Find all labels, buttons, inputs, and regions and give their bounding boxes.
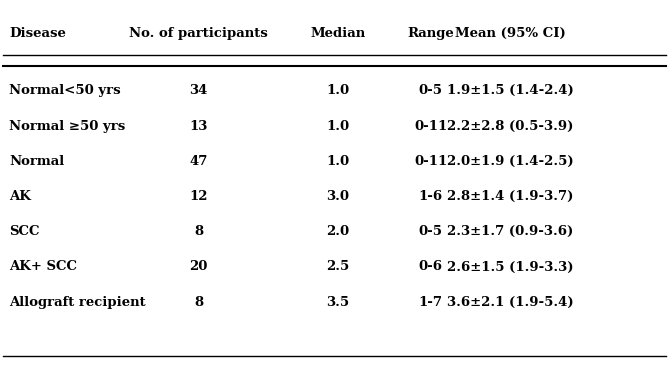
Text: No. of participants: No. of participants	[129, 27, 268, 40]
Text: 1-6: 1-6	[419, 190, 443, 203]
Text: 1-7: 1-7	[419, 296, 443, 309]
Text: 1.9±1.5 (1.4-2.4): 1.9±1.5 (1.4-2.4)	[447, 84, 574, 97]
Text: 1.0: 1.0	[326, 155, 349, 168]
Text: 0-11: 0-11	[414, 155, 448, 168]
Text: 2.2±2.8 (0.5-3.9): 2.2±2.8 (0.5-3.9)	[447, 120, 573, 132]
Text: Allograft recipient: Allograft recipient	[9, 296, 146, 309]
Text: 12: 12	[189, 190, 208, 203]
Text: 0-5: 0-5	[419, 225, 443, 238]
Text: 8: 8	[194, 225, 203, 238]
Text: 2.3±1.7 (0.9-3.6): 2.3±1.7 (0.9-3.6)	[447, 225, 573, 238]
Text: 2.6±1.5 (1.9-3.3): 2.6±1.5 (1.9-3.3)	[447, 261, 573, 273]
Text: Normal: Normal	[9, 155, 65, 168]
Text: SCC: SCC	[9, 225, 40, 238]
Text: Median: Median	[310, 27, 365, 40]
Text: 20: 20	[189, 261, 207, 273]
Text: Mean (95% CI): Mean (95% CI)	[455, 27, 566, 40]
Text: 34: 34	[189, 84, 207, 97]
Text: 47: 47	[189, 155, 207, 168]
Text: Normal<50 yrs: Normal<50 yrs	[9, 84, 121, 97]
Text: 1.0: 1.0	[326, 120, 349, 132]
Text: 2.0±1.9 (1.4-2.5): 2.0±1.9 (1.4-2.5)	[447, 155, 573, 168]
Text: AK: AK	[9, 190, 31, 203]
Text: 2.5: 2.5	[326, 261, 349, 273]
Text: AK+ SCC: AK+ SCC	[9, 261, 78, 273]
Text: Range: Range	[407, 27, 454, 40]
Text: 3.5: 3.5	[326, 296, 349, 309]
Text: 2.0: 2.0	[326, 225, 349, 238]
Text: 0-6: 0-6	[419, 261, 443, 273]
Text: 3.0: 3.0	[326, 190, 349, 203]
Text: 13: 13	[189, 120, 207, 132]
Text: Disease: Disease	[9, 27, 66, 40]
Text: 3.6±2.1 (1.9-5.4): 3.6±2.1 (1.9-5.4)	[447, 296, 573, 309]
Text: 0-11: 0-11	[414, 120, 448, 132]
Text: Normal ≥50 yrs: Normal ≥50 yrs	[9, 120, 126, 132]
Text: 1.0: 1.0	[326, 84, 349, 97]
Text: 0-5: 0-5	[419, 84, 443, 97]
Text: 2.8±1.4 (1.9-3.7): 2.8±1.4 (1.9-3.7)	[447, 190, 573, 203]
Text: 8: 8	[194, 296, 203, 309]
